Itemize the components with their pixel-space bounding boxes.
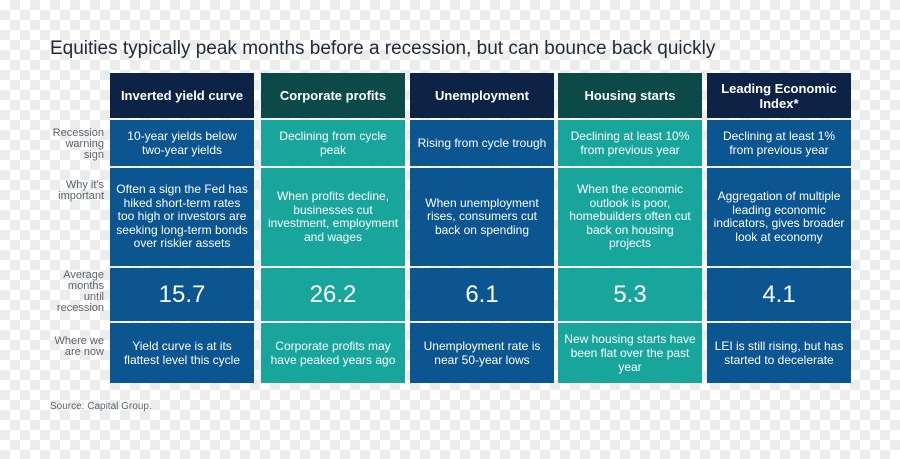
- row-label-avg-months: Average months until recession: [56, 269, 104, 314]
- where-now-cell: LEI is still rising, but has started to …: [707, 323, 851, 383]
- column-header: Unemployment: [410, 73, 554, 118]
- avg-months-cell: 5.3: [558, 268, 702, 321]
- row-label-where-now: Where we are now: [54, 335, 104, 358]
- warning-sign-cell: 10-year yields below two-year yields: [110, 120, 254, 166]
- avg-months-cell: 6.1: [410, 268, 554, 321]
- source-note: Source: Capital Group.: [50, 401, 152, 412]
- where-now-cell: New housing starts have been flat over t…: [558, 323, 702, 383]
- page-title: Equities typically peak months before a …: [50, 38, 716, 59]
- where-now-cell: Yield curve is at its flattest level thi…: [110, 323, 254, 383]
- warning-sign-cell: Rising from cycle trough: [410, 120, 554, 166]
- why-important-cell: Often a sign the Fed has hiked short-ter…: [110, 168, 254, 266]
- where-now-cell: Corporate profits may have peaked years …: [261, 323, 405, 383]
- row-label-warning-sign: Recession warning sign: [52, 127, 104, 161]
- column-header: Corporate profits: [261, 73, 405, 118]
- avg-months-cell: 4.1: [707, 268, 851, 321]
- column-header: Housing starts: [558, 73, 702, 118]
- row-label-why-important: Why it's important: [58, 179, 104, 202]
- warning-sign-cell: Declining at least 1% from previous year: [707, 120, 851, 166]
- why-important-cell: When the economic outlook is poor, homeb…: [558, 168, 702, 266]
- avg-months-cell: 26.2: [261, 268, 405, 321]
- why-important-cell: When profits decline, businesses cut inv…: [261, 168, 405, 266]
- where-now-cell: Unemployment rate is near 50-year lows: [410, 323, 554, 383]
- avg-months-cell: 15.7: [110, 268, 254, 321]
- warning-sign-cell: Declining at least 10% from previous yea…: [558, 120, 702, 166]
- warning-sign-cell: Declining from cycle peak: [261, 120, 405, 166]
- column-header: Inverted yield curve: [110, 73, 254, 118]
- column-header: Leading Economic Index*: [707, 73, 851, 118]
- why-important-cell: When unemployment rises, consumers cut b…: [410, 168, 554, 266]
- why-important-cell: Aggregation of multiple leading economic…: [707, 168, 851, 266]
